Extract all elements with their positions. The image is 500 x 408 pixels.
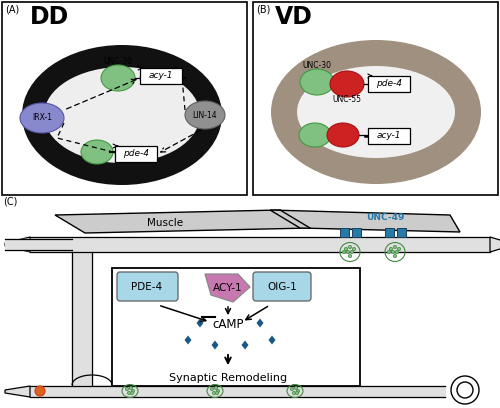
Circle shape — [212, 391, 216, 395]
Text: IRX-1: IRX-1 — [32, 113, 52, 122]
Text: (A): (A) — [5, 4, 19, 14]
Polygon shape — [270, 210, 460, 232]
Bar — [368, 128, 410, 144]
Polygon shape — [256, 319, 264, 328]
Circle shape — [350, 251, 354, 254]
Bar — [352, 228, 361, 237]
Ellipse shape — [185, 101, 225, 129]
Text: LIN-14: LIN-14 — [192, 111, 218, 120]
Text: (B): (B) — [256, 4, 270, 14]
Ellipse shape — [81, 140, 113, 164]
Circle shape — [130, 386, 132, 390]
Bar — [397, 228, 406, 237]
Ellipse shape — [44, 67, 200, 163]
Ellipse shape — [300, 69, 334, 95]
FancyBboxPatch shape — [117, 272, 178, 301]
Text: UNC-30: UNC-30 — [302, 62, 332, 71]
Bar — [2, 2, 247, 195]
Circle shape — [388, 251, 390, 254]
FancyBboxPatch shape — [253, 272, 311, 301]
Text: DD: DD — [30, 5, 69, 29]
Polygon shape — [242, 341, 248, 350]
Polygon shape — [5, 237, 30, 252]
Ellipse shape — [271, 40, 481, 184]
Circle shape — [394, 254, 396, 257]
Text: VD: VD — [275, 5, 313, 29]
Circle shape — [296, 389, 300, 392]
Circle shape — [132, 389, 134, 392]
Circle shape — [126, 387, 128, 390]
Bar — [112, 268, 360, 386]
Circle shape — [346, 251, 350, 254]
Polygon shape — [205, 274, 250, 302]
Bar — [340, 228, 349, 237]
Circle shape — [398, 247, 400, 251]
Ellipse shape — [330, 71, 364, 97]
Circle shape — [35, 386, 45, 396]
Bar — [140, 68, 182, 84]
Circle shape — [348, 254, 352, 257]
Text: UNC-30: UNC-30 — [104, 58, 132, 67]
Text: acy-1: acy-1 — [149, 71, 174, 80]
Circle shape — [294, 386, 298, 390]
Circle shape — [394, 245, 396, 248]
Circle shape — [214, 386, 218, 390]
Text: PDE-4: PDE-4 — [132, 282, 162, 292]
Polygon shape — [184, 335, 192, 344]
Ellipse shape — [297, 66, 455, 158]
Circle shape — [352, 247, 356, 251]
Circle shape — [348, 245, 352, 248]
Text: pde-4: pde-4 — [123, 149, 149, 158]
Circle shape — [296, 391, 298, 395]
Polygon shape — [490, 237, 500, 252]
Bar — [368, 76, 410, 92]
Circle shape — [210, 387, 214, 390]
Bar — [385, 228, 394, 237]
Text: (C): (C) — [3, 197, 18, 207]
Circle shape — [216, 391, 218, 395]
Polygon shape — [55, 210, 310, 233]
Text: UNC-55: UNC-55 — [332, 95, 362, 104]
Circle shape — [344, 247, 348, 251]
Ellipse shape — [299, 123, 331, 147]
Ellipse shape — [327, 123, 359, 147]
Circle shape — [390, 247, 392, 251]
Ellipse shape — [20, 103, 64, 133]
Circle shape — [392, 251, 394, 254]
Polygon shape — [5, 386, 30, 397]
Text: acy-1: acy-1 — [377, 131, 401, 140]
Polygon shape — [268, 335, 276, 344]
Bar — [253, 2, 498, 195]
Polygon shape — [196, 319, 203, 328]
Polygon shape — [212, 341, 218, 350]
Text: Synaptic Remodeling: Synaptic Remodeling — [169, 373, 287, 383]
Bar — [115, 146, 157, 162]
Text: ACY-1: ACY-1 — [213, 283, 243, 293]
Circle shape — [292, 391, 296, 395]
Ellipse shape — [101, 65, 135, 91]
Circle shape — [128, 391, 130, 395]
Circle shape — [342, 251, 345, 254]
Text: OIG-1: OIG-1 — [267, 282, 297, 292]
Circle shape — [130, 391, 134, 395]
Text: UNC-49: UNC-49 — [366, 213, 404, 222]
Ellipse shape — [22, 45, 222, 185]
Circle shape — [290, 387, 294, 390]
Text: Muscle: Muscle — [147, 218, 183, 228]
Text: pde-4: pde-4 — [376, 80, 402, 89]
Text: cAMP: cAMP — [212, 319, 244, 331]
Circle shape — [396, 251, 398, 254]
Circle shape — [216, 389, 220, 392]
